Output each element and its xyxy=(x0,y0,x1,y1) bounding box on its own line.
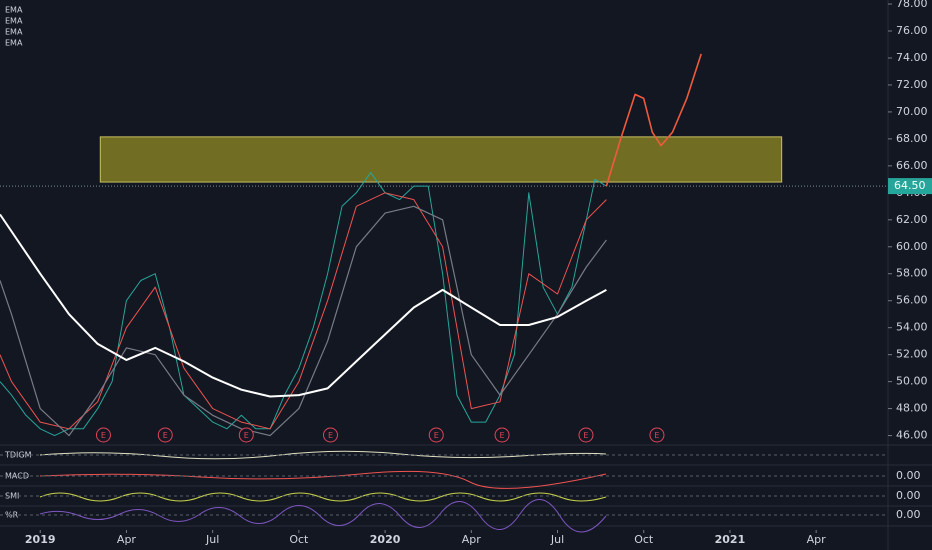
pane-name: TDIGM xyxy=(4,451,32,460)
y-tick-label: 58.00 xyxy=(896,267,928,280)
y-tick-label: 48.00 xyxy=(896,402,928,415)
y-tick-label: 66.00 xyxy=(896,159,928,172)
earnings-label: E xyxy=(583,431,588,440)
x-tick-label: 2020 xyxy=(370,533,401,546)
legend-entry: EMA xyxy=(5,6,23,15)
macd-line xyxy=(39,470,607,489)
x-tick-label: Apr xyxy=(807,533,827,546)
pane-name: %R xyxy=(5,511,19,520)
x-tick-label: 2019 xyxy=(25,533,56,546)
x-tick-label: Oct xyxy=(634,533,654,546)
earnings-marker xyxy=(649,427,665,443)
x-tick-label: Apr xyxy=(117,533,137,546)
series-line xyxy=(0,205,607,437)
earnings-label: E xyxy=(328,431,333,440)
y-tick-label: 62.00 xyxy=(896,213,928,226)
series-line xyxy=(0,172,607,437)
y-tick-label: 70.00 xyxy=(896,105,928,118)
earnings-label: E xyxy=(500,431,505,440)
y-tick-label: 68.00 xyxy=(896,132,928,145)
y-tick-label: 52.00 xyxy=(896,348,928,361)
x-tick-label: Jul xyxy=(550,533,564,546)
series-line xyxy=(0,213,607,398)
x-tick-label: Apr xyxy=(462,533,482,546)
y-tick-label: 74.00 xyxy=(896,51,928,64)
r-line xyxy=(39,499,607,533)
legend-entry: EMA xyxy=(5,28,23,37)
y-tick-label: 50.00 xyxy=(896,375,928,388)
y-tick-label: 46.00 xyxy=(896,429,928,442)
smi-line xyxy=(39,492,607,502)
y-tick-label: 54.00 xyxy=(896,321,928,334)
y-tick-label: 78.00 xyxy=(896,0,928,10)
earnings-marker xyxy=(322,427,338,443)
last-price-tag xyxy=(888,178,932,195)
y-tick-label: 56.00 xyxy=(896,294,928,307)
series-line xyxy=(605,53,702,187)
earnings-label: E xyxy=(163,431,168,440)
earnings-marker xyxy=(238,427,254,443)
pane-name: MACD xyxy=(5,472,29,481)
legend-entry: EMA xyxy=(5,39,23,48)
earnings-label: E xyxy=(244,431,249,440)
earnings-marker xyxy=(157,427,173,443)
earnings-label: E xyxy=(654,431,659,440)
x-tick-label: Jul xyxy=(205,533,219,546)
x-tick-label: Oct xyxy=(289,533,309,546)
earnings-marker xyxy=(428,427,444,443)
earnings-marker xyxy=(578,427,594,443)
earnings-marker xyxy=(494,427,510,443)
y-tick-label: 76.00 xyxy=(896,24,928,37)
earnings-label: E xyxy=(434,431,439,440)
earnings-label: E xyxy=(101,431,106,440)
x-tick-label: 2021 xyxy=(715,533,746,546)
legend-entry: EMA xyxy=(5,17,23,26)
pane-tick-label: 0.00 xyxy=(896,469,921,482)
earnings-marker xyxy=(95,427,111,443)
resistance-zone xyxy=(99,136,783,183)
pane-tick-label: 0.00 xyxy=(896,508,921,521)
y-tick-label: 60.00 xyxy=(896,240,928,253)
pane-tick-label: 0.00 xyxy=(896,489,921,502)
series-line xyxy=(0,192,607,430)
y-tick-label: 72.00 xyxy=(896,78,928,91)
last-price-label: 64.50 xyxy=(894,179,926,192)
